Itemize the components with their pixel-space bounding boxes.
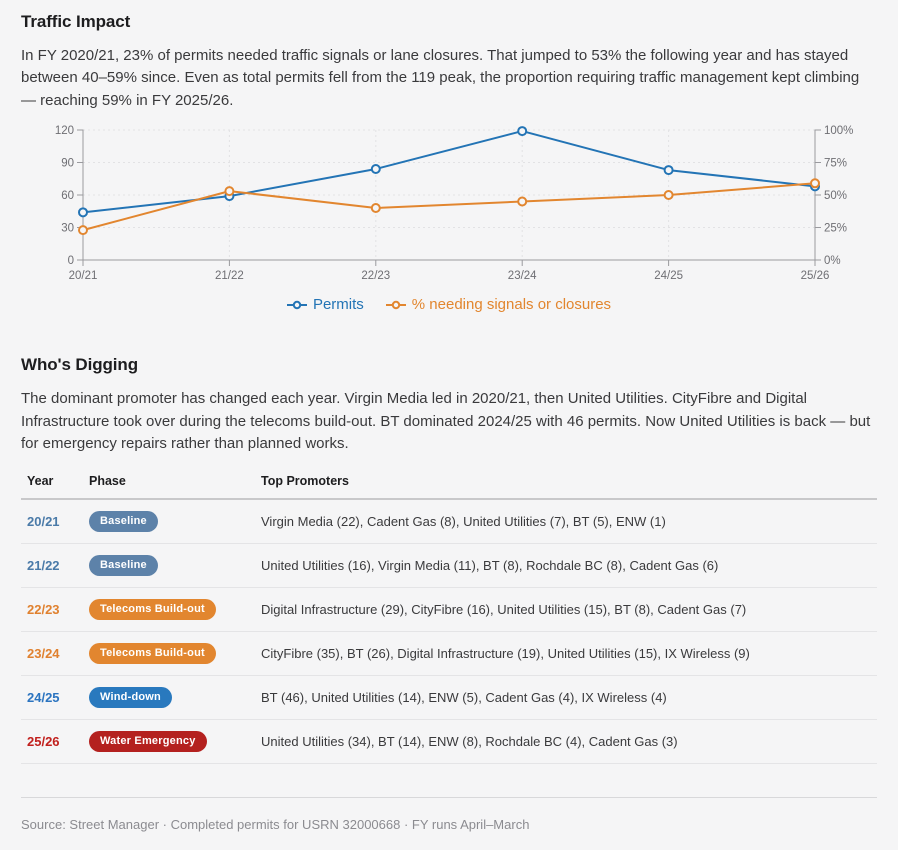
svg-text:0: 0 [68,255,74,267]
promoters-text: United Utilities (34), BT (14), ENW (8),… [261,719,877,765]
traffic-impact-section: Traffic Impact In FY 2020/21, 23% of per… [21,12,877,313]
legend-item-permits[interactable]: Permits [286,296,364,314]
phase-badge: Baseline [89,511,158,533]
svg-text:21/22: 21/22 [215,270,244,282]
phase-badge: Telecoms Build-out [89,599,216,621]
legend-item-pct-signals[interactable]: % needing signals or closures [385,296,612,314]
table-row: 23/24 Telecoms Build-out CityFibre (35),… [21,631,877,677]
svg-text:30: 30 [61,223,74,235]
table-row: 21/22 Baseline United Utilities (16), Vi… [21,543,877,589]
svg-text:60: 60 [61,190,74,202]
phase-badge: Telecoms Build-out [89,643,216,665]
svg-text:25%: 25% [824,223,847,235]
column-header-year: Year [21,468,89,501]
svg-text:0%: 0% [824,255,841,267]
traffic-chart-container: 0 30 60 90 120 0% 25% 50% 75% 100% 20/21 21/22 22/23… [21,120,877,313]
svg-text:75%: 75% [824,158,847,170]
table-row: 24/25 Wind-down BT (46), United Utilitie… [21,675,877,721]
table-row: 25/26 Water Emergency United Utilities (… [21,719,877,765]
svg-text:24/25: 24/25 [654,270,683,282]
svg-text:22/23: 22/23 [361,270,390,282]
whos-digging-title: Who's Digging [21,355,138,375]
column-header-top-promoters: Top Promoters [261,468,877,501]
traffic-chart: 0 30 60 90 120 0% 25% 50% 75% 100% 20/21 21/22 22/23… [55,125,854,282]
year-link[interactable]: 21/22 [27,558,60,574]
svg-text:120: 120 [55,125,74,137]
whos-digging-description: The dominant promoter has changed each y… [21,390,871,453]
svg-text:90: 90 [61,158,74,170]
svg-text:20/21: 20/21 [69,270,98,282]
svg-text:23/24: 23/24 [508,270,537,282]
whos-digging-section: Who's Digging The dominant promoter has … [21,355,877,765]
source-footnote: Source: Street Manager · Completed permi… [21,797,877,832]
table-row: 20/21 Baseline Virgin Media (22), Cadent… [21,499,877,545]
svg-text:100%: 100% [824,125,853,137]
chart-legend: Permits % needing signals or closures [21,296,877,313]
year-link[interactable]: 24/25 [27,690,60,706]
promoters-table: Year Phase Top Promoters 20/21 Baseline … [21,468,877,765]
year-link[interactable]: 20/21 [27,514,60,530]
promoters-text: United Utilities (16), Virgin Media (11)… [261,543,877,589]
table-row: 22/23 Telecoms Build-out Digital Infrast… [21,587,877,633]
promoters-text: BT (46), United Utilities (14), ENW (5),… [261,675,877,721]
year-link[interactable]: 22/23 [27,602,60,618]
phase-badge: Baseline [89,555,158,577]
traffic-impact-description: In FY 2020/21, 23% of permits needed tra… [21,47,860,109]
legend-label-pct-signals: % needing signals or closures [411,296,612,314]
phase-badge: Water Emergency [89,731,207,753]
traffic-impact-title: Traffic Impact [21,12,131,31]
svg-text:50%: 50% [824,190,847,202]
promoters-text: Digital Infrastructure (29), CityFibre (… [261,587,877,633]
promoters-text: Virgin Media (22), Cadent Gas (8), Unite… [261,499,877,545]
year-link[interactable]: 25/26 [27,734,60,750]
column-header-phase: Phase [89,468,261,501]
promoters-text: CityFibre (35), BT (26), Digital Infrast… [261,631,877,677]
svg-text:25/26: 25/26 [801,270,830,282]
year-link[interactable]: 23/24 [27,646,60,662]
line-marker-icon [385,300,406,309]
line-marker-icon [286,300,307,309]
promoters-table-body: 20/21 Baseline Virgin Media (22), Cadent… [21,499,877,765]
legend-label-permits: Permits [312,296,364,314]
phase-badge: Wind-down [89,687,172,709]
promoters-table-header: Year Phase Top Promoters [21,468,877,501]
